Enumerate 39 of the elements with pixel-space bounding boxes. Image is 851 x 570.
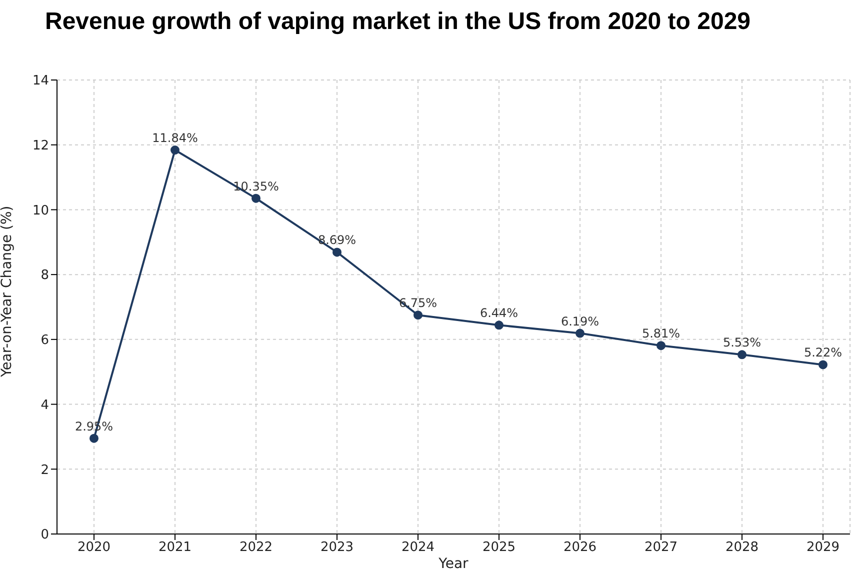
point — [332, 248, 342, 257]
y-axis-title: Year-on-Year Change (%) — [0, 206, 15, 378]
x-axis-title: Year — [438, 556, 469, 570]
x-tick-label: 2023 — [320, 540, 354, 556]
point — [738, 350, 746, 360]
x-tick-label: 2021 — [158, 540, 192, 556]
x-tick-label: 2027 — [644, 540, 678, 556]
point — [494, 320, 504, 330]
x-tick-label: 2022 — [239, 540, 273, 556]
y-tick-label: 12 — [32, 138, 49, 154]
data-label: 6.19% — [560, 314, 600, 328]
data-label: 6.44% — [480, 306, 518, 320]
data-label: 5.22% — [804, 346, 842, 360]
data-label: 11.84% — [152, 131, 198, 146]
x-tick-label: 2024 — [401, 540, 435, 556]
x-tick-label: 2028 — [725, 540, 759, 556]
x-tick-label: 2026 — [563, 540, 597, 556]
y-tick-label: 6 — [40, 333, 49, 348]
y-tick-label: 2 — [40, 462, 49, 478]
x-tick-label: 2020 — [77, 540, 111, 556]
point — [818, 360, 828, 370]
y-tick-label: 8 — [40, 268, 49, 284]
y-tick-label: 10 — [32, 203, 49, 218]
data-label: 5.53% — [722, 336, 762, 350]
y-tick-label: 14 — [32, 74, 49, 89]
data-label: 10.35% — [233, 179, 279, 194]
x-tick-label: 2029 — [806, 540, 840, 556]
chart-title: Revenue growth of vaping market in the US from 2020 to 2029 — [45, 8, 751, 36]
x-tick-label: 2025 — [482, 540, 516, 556]
point — [414, 310, 422, 320]
point — [90, 434, 98, 443]
point — [170, 146, 180, 155]
point — [656, 341, 666, 350]
y-tick-label: 4 — [40, 398, 49, 413]
data-label: 5.81% — [642, 326, 680, 341]
data-label: 8.69% — [318, 233, 356, 248]
point — [252, 194, 260, 203]
point — [576, 328, 584, 338]
y-tick-label: 0 — [40, 528, 49, 543]
